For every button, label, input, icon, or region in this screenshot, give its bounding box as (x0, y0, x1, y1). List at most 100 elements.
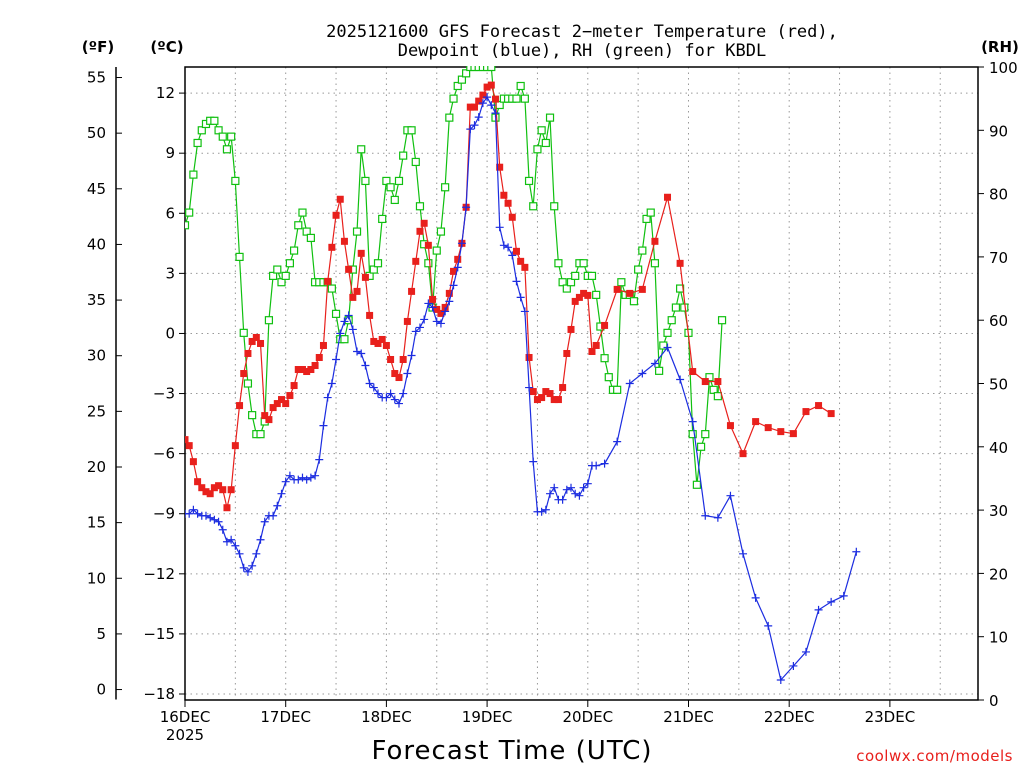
rh-point (436, 227, 446, 236)
temperature-point (349, 293, 357, 301)
temperature-point (815, 402, 823, 410)
celsius-tick-label: −18 (143, 685, 175, 703)
temperature-point (441, 303, 449, 311)
dewpoint-point (571, 489, 580, 498)
dewpoint-point (546, 489, 555, 498)
dewpoint-point (495, 223, 504, 232)
rh-point (516, 81, 525, 91)
rh-point (218, 132, 227, 141)
dewpoint-point (436, 319, 445, 328)
dewpoint-point (218, 525, 227, 534)
temperature-point (202, 488, 210, 496)
temperature-point (546, 390, 554, 398)
celsius-tick-label: −6 (153, 445, 175, 463)
x-tick-label: 21DEC (663, 708, 714, 726)
credit-link[interactable]: coolwx.com/models (856, 747, 1013, 765)
temperature-point (227, 486, 235, 494)
temperature-point (491, 95, 499, 103)
dewpoint-point (592, 461, 601, 470)
rh-point (600, 354, 609, 363)
dewpoint-point (294, 475, 303, 484)
rh-point (222, 145, 232, 154)
dewpoint-point (499, 241, 508, 250)
celsius-tick-label: 9 (165, 144, 175, 162)
dewpoint-point (340, 317, 349, 326)
dewpoint-point (399, 389, 408, 398)
rh-point (550, 202, 559, 211)
temperature-series (185, 81, 835, 512)
temperature-point (366, 311, 374, 319)
dewpoint-point (567, 483, 576, 492)
dewpoint-point (474, 113, 483, 122)
rh-point (650, 259, 660, 268)
temperature-point (244, 349, 252, 357)
rh-point (692, 480, 701, 489)
dewpoint-point (663, 343, 672, 352)
rh-point (642, 214, 651, 224)
rh-point (264, 316, 274, 325)
dewpoint-point (801, 647, 810, 656)
temperature-point (185, 436, 189, 444)
temperature-point (282, 400, 290, 408)
temperature-point (789, 430, 797, 438)
rh-point (189, 170, 198, 179)
temperature-point (487, 81, 495, 89)
dewpoint-point (789, 661, 798, 670)
dewpoint-point (243, 567, 252, 576)
temperature-point (538, 394, 546, 402)
temperature-point (303, 368, 311, 376)
temperature-point (563, 349, 571, 357)
dewpoint-point (420, 315, 429, 324)
rh-point (248, 411, 257, 420)
dewpoint-point (248, 561, 257, 570)
temperature-point (257, 339, 265, 347)
temperature-point (336, 195, 344, 203)
rh-point (558, 278, 567, 287)
temperature-point (739, 450, 747, 458)
rh-point (533, 145, 542, 154)
temperature-point (315, 353, 323, 361)
dewpoint-point (269, 511, 278, 520)
temperature-point (592, 341, 600, 349)
temperature-point (429, 295, 437, 303)
rh-point (306, 233, 315, 243)
rh-point (688, 430, 697, 439)
temperature-point (626, 289, 634, 297)
fahrenheit-tick-label: 5 (96, 625, 106, 643)
rh-point (562, 284, 571, 293)
temperature-point (361, 273, 369, 281)
dewpoint-point (210, 515, 219, 524)
dewpoint-point (529, 457, 538, 466)
dewpoint-point (214, 517, 223, 526)
temperature-point (651, 237, 659, 245)
temperature-point (726, 422, 734, 430)
x-tick-label: 23DEC (865, 708, 916, 726)
dewpoint-point (407, 351, 416, 360)
rh-point (696, 442, 706, 451)
temperature-point (286, 392, 294, 400)
rh-point (445, 113, 454, 122)
temperature-point (529, 388, 537, 396)
rh-point (243, 379, 253, 388)
dewpoint-point (386, 389, 395, 398)
rh-point (269, 271, 278, 280)
celsius-tick-label: 0 (165, 324, 175, 342)
temperature-point (412, 257, 420, 265)
dewpoint-point (453, 263, 462, 272)
rh-point (462, 69, 471, 78)
dewpoint-point (520, 307, 529, 316)
temperature-point (613, 285, 621, 293)
rh-point (592, 290, 601, 299)
temperature-point (374, 339, 382, 347)
temperature-point (370, 337, 378, 345)
dewpoint-point (344, 311, 353, 320)
dewpoint-point (839, 591, 848, 600)
x-tick-label: 19DEC (462, 708, 513, 726)
fahrenheit-tick-label: 10 (87, 569, 106, 587)
temperature-point (559, 384, 567, 392)
temperature-point (424, 241, 432, 249)
rh-point (571, 271, 580, 280)
dewpoint-point (852, 547, 861, 556)
rh-point (294, 221, 303, 230)
